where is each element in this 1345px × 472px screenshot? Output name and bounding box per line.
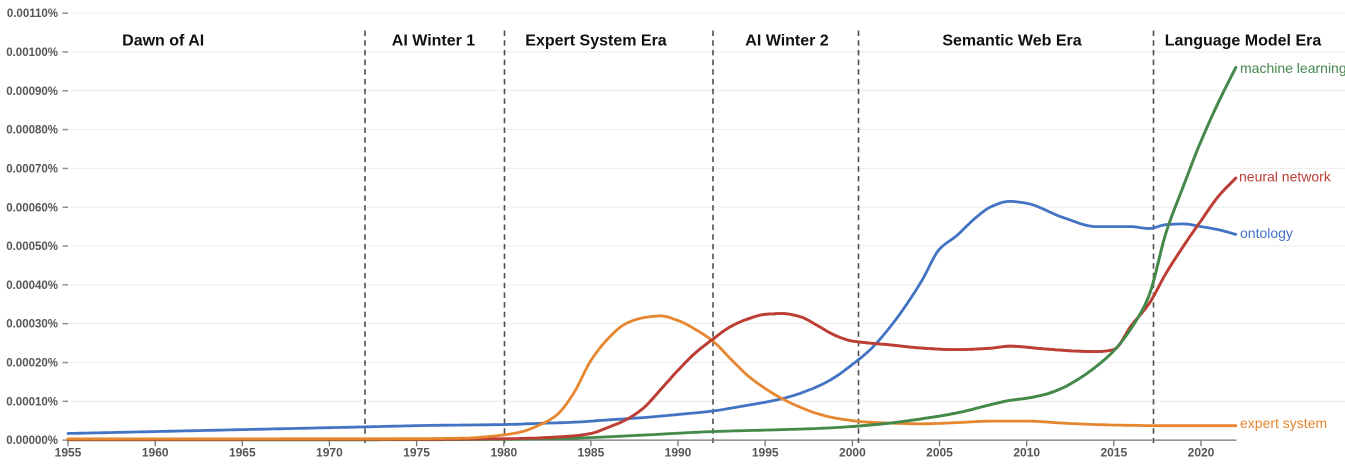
svg-text:1970: 1970 [316, 445, 343, 459]
svg-text:neural network: neural network [1239, 169, 1332, 185]
svg-text:1965: 1965 [229, 445, 256, 459]
svg-text:machine learning: machine learning [1240, 60, 1345, 76]
svg-text:0.00040%: 0.00040% [6, 280, 58, 292]
svg-text:0.00050%: 0.00050% [6, 241, 58, 253]
svg-text:2000: 2000 [839, 445, 866, 459]
svg-text:0.00010%: 0.00010% [6, 396, 58, 408]
svg-text:0.00000%: 0.00000% [6, 435, 58, 447]
svg-text:Semantic Web Era: Semantic Web Era [942, 33, 1081, 50]
svg-text:1980: 1980 [490, 445, 517, 459]
svg-text:AI Winter 1: AI Winter 1 [392, 33, 476, 50]
svg-text:1955: 1955 [55, 445, 82, 459]
svg-text:0.00080%: 0.00080% [6, 125, 58, 137]
svg-text:expert system: expert system [1240, 415, 1327, 431]
svg-text:1990: 1990 [665, 445, 692, 459]
svg-text:2015: 2015 [1100, 445, 1127, 459]
svg-text:0.00100%: 0.00100% [6, 47, 58, 59]
svg-text:0.00090%: 0.00090% [6, 86, 58, 98]
svg-text:1985: 1985 [578, 445, 605, 459]
svg-text:AI Winter 2: AI Winter 2 [745, 33, 829, 50]
svg-text:1960: 1960 [142, 445, 169, 459]
svg-text:0.00030%: 0.00030% [6, 319, 58, 331]
svg-text:0.00070%: 0.00070% [6, 164, 58, 176]
svg-text:Expert System Era: Expert System Era [525, 33, 667, 50]
svg-text:Language Model Era: Language Model Era [1165, 33, 1322, 50]
svg-text:0.00110%: 0.00110% [7, 8, 58, 20]
svg-text:ontology: ontology [1240, 225, 1293, 241]
svg-text:1995: 1995 [752, 445, 779, 459]
svg-text:2010: 2010 [1013, 445, 1040, 459]
svg-text:1975: 1975 [403, 445, 430, 459]
svg-text:2020: 2020 [1188, 445, 1215, 459]
svg-text:2005: 2005 [926, 445, 953, 459]
svg-text:0.00060%: 0.00060% [6, 202, 58, 214]
svg-text:Dawn of AI: Dawn of AI [122, 33, 204, 50]
svg-text:0.00020%: 0.00020% [6, 358, 58, 370]
